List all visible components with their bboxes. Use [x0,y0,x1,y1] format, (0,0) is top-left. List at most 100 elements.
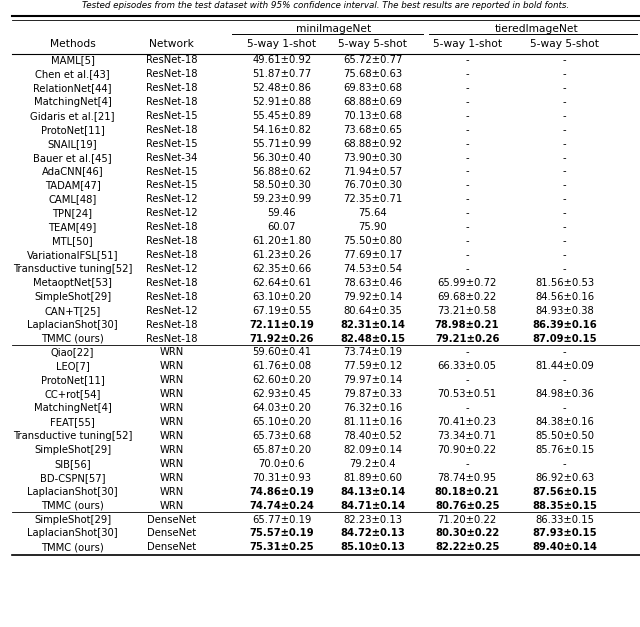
Text: ResNet-18: ResNet-18 [146,222,198,232]
Text: TADAM[47]: TADAM[47] [45,181,100,191]
Text: Network: Network [149,39,195,49]
Text: 5-way 1-shot: 5-way 1-shot [247,39,316,49]
Text: 78.40±0.52: 78.40±0.52 [344,431,403,441]
Text: WRN: WRN [160,459,184,469]
Text: SimpleShot[29]: SimpleShot[29] [34,445,111,455]
Text: Chen et al.[43]: Chen et al.[43] [35,69,110,79]
Text: 59.23±0.99: 59.23±0.99 [252,194,312,204]
Text: -: - [563,236,566,246]
Text: -: - [563,194,566,204]
Text: -: - [563,139,566,149]
Text: RelationNet[44]: RelationNet[44] [33,83,112,93]
Text: -: - [563,181,566,191]
Text: 84.13±0.14: 84.13±0.14 [340,487,406,497]
Text: Gidaris et al.[21]: Gidaris et al.[21] [30,111,115,121]
Text: ResNet-12: ResNet-12 [146,208,198,218]
Text: WRN: WRN [160,403,184,413]
Text: 84.98±0.36: 84.98±0.36 [535,389,594,399]
Text: 55.71±0.99: 55.71±0.99 [252,139,312,149]
Text: 73.90±0.30: 73.90±0.30 [344,152,403,162]
Text: 77.59±0.12: 77.59±0.12 [343,361,403,371]
Text: ResNet-34: ResNet-34 [146,152,198,162]
Text: 75.68±0.63: 75.68±0.63 [343,69,403,79]
Text: -: - [563,55,566,65]
Text: MAML[5]: MAML[5] [51,55,95,65]
Text: Tested episodes from the test dataset with 95% confidence interval. The best res: Tested episodes from the test dataset wi… [82,1,570,10]
Text: 84.93±0.38: 84.93±0.38 [535,306,594,316]
Text: -: - [563,403,566,413]
Text: SIB[56]: SIB[56] [54,459,91,469]
Text: TMMC (ours): TMMC (ours) [41,542,104,552]
Text: 54.16±0.82: 54.16±0.82 [252,125,312,135]
Text: 65.87±0.20: 65.87±0.20 [252,445,312,455]
Text: 87.56±0.15: 87.56±0.15 [532,487,597,497]
Text: -: - [465,250,469,260]
Text: 69.68±0.22: 69.68±0.22 [438,292,497,302]
Text: -: - [563,111,566,121]
Text: ResNet-18: ResNet-18 [146,97,198,107]
Text: 65.72±0.77: 65.72±0.77 [343,55,403,65]
Text: ResNet-15: ResNet-15 [146,181,198,191]
Text: -: - [563,125,566,135]
Text: 85.10±0.13: 85.10±0.13 [340,542,405,552]
Text: MetaoptNet[53]: MetaoptNet[53] [33,278,112,288]
Text: 80.18±0.21: 80.18±0.21 [435,487,500,497]
Text: BD-CSPN[57]: BD-CSPN[57] [40,473,106,483]
Text: -: - [563,167,566,177]
Text: ResNet-18: ResNet-18 [146,320,198,330]
Text: -: - [465,55,469,65]
Text: 5-way 5-shot: 5-way 5-shot [530,39,599,49]
Text: 78.74±0.95: 78.74±0.95 [438,473,497,483]
Text: 65.99±0.72: 65.99±0.72 [438,278,497,288]
Text: ResNet-12: ResNet-12 [146,194,198,204]
Text: -: - [563,152,566,162]
Text: FEAT[55]: FEAT[55] [50,417,95,427]
Text: LaplacianShot[30]: LaplacianShot[30] [28,529,118,539]
Text: WRN: WRN [160,445,184,455]
Text: 85.50±0.50: 85.50±0.50 [535,431,594,441]
Text: tieredImageNet: tieredImageNet [495,24,578,34]
Text: 49.61±0.92: 49.61±0.92 [252,55,312,65]
Text: 89.40±0.14: 89.40±0.14 [532,542,597,552]
Text: SNAIL[19]: SNAIL[19] [48,139,97,149]
Text: Transductive tuning[52]: Transductive tuning[52] [13,431,132,441]
Text: -: - [465,97,469,107]
Text: LaplacianShot[30]: LaplacianShot[30] [28,320,118,330]
Text: 82.48±0.15: 82.48±0.15 [340,334,405,344]
Text: 81.89±0.60: 81.89±0.60 [344,473,403,483]
Text: ResNet-18: ResNet-18 [146,69,198,79]
Text: 84.38±0.16: 84.38±0.16 [535,417,594,427]
Text: ResNet-18: ResNet-18 [146,278,198,288]
Text: 84.56±0.16: 84.56±0.16 [535,292,594,302]
Text: VariationalFSL[51]: VariationalFSL[51] [27,250,118,260]
Text: 75.50±0.80: 75.50±0.80 [344,236,403,246]
Text: ResNet-18: ResNet-18 [146,250,198,260]
Text: 73.68±0.65: 73.68±0.65 [343,125,403,135]
Text: -: - [465,181,469,191]
Text: WRN: WRN [160,347,184,357]
Text: 62.60±0.20: 62.60±0.20 [252,376,312,386]
Text: MTL[50]: MTL[50] [52,236,93,246]
Text: 61.23±0.26: 61.23±0.26 [252,250,312,260]
Text: Qiao[22]: Qiao[22] [51,347,94,357]
Text: miniImageNet: miniImageNet [296,24,371,34]
Text: -: - [465,347,469,357]
Text: 79.97±0.14: 79.97±0.14 [343,376,403,386]
Text: -: - [465,208,469,218]
Text: ResNet-15: ResNet-15 [146,167,198,177]
Text: 80.76±0.25: 80.76±0.25 [435,500,499,510]
Text: 81.11±0.16: 81.11±0.16 [343,417,403,427]
Text: 79.87±0.33: 79.87±0.33 [344,389,403,399]
Text: SimpleShot[29]: SimpleShot[29] [34,515,111,525]
Text: 81.56±0.53: 81.56±0.53 [535,278,594,288]
Text: 84.72±0.13: 84.72±0.13 [340,529,405,539]
Text: 74.53±0.54: 74.53±0.54 [344,264,403,274]
Text: 81.44±0.09: 81.44±0.09 [535,361,594,371]
Text: 80.30±0.22: 80.30±0.22 [435,529,499,539]
Text: 87.93±0.15: 87.93±0.15 [532,529,597,539]
Text: 75.57±0.19: 75.57±0.19 [250,529,314,539]
Text: 74.86±0.19: 74.86±0.19 [250,487,314,497]
Text: 80.64±0.35: 80.64±0.35 [344,306,403,316]
Text: WRN: WRN [160,417,184,427]
Text: 70.90±0.22: 70.90±0.22 [438,445,497,455]
